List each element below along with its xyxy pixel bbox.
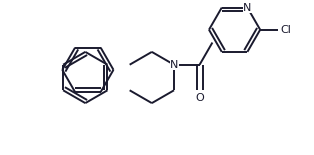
Text: O: O	[195, 93, 204, 103]
Text: N: N	[170, 60, 178, 70]
Text: Cl: Cl	[281, 25, 291, 35]
Text: N: N	[243, 2, 252, 13]
